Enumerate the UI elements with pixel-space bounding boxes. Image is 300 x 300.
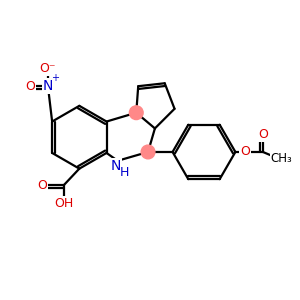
Text: OH: OH — [54, 197, 73, 211]
Circle shape — [141, 145, 155, 159]
Text: N: N — [43, 79, 53, 93]
Text: O: O — [258, 128, 268, 141]
Text: H: H — [120, 166, 129, 179]
Text: CH₃: CH₃ — [271, 152, 292, 165]
Text: +: + — [51, 74, 59, 83]
Text: O⁻: O⁻ — [40, 62, 56, 75]
Text: N: N — [110, 159, 121, 173]
Text: O: O — [240, 146, 250, 158]
Text: O: O — [37, 179, 47, 192]
Circle shape — [129, 106, 143, 120]
Text: O: O — [25, 80, 35, 93]
